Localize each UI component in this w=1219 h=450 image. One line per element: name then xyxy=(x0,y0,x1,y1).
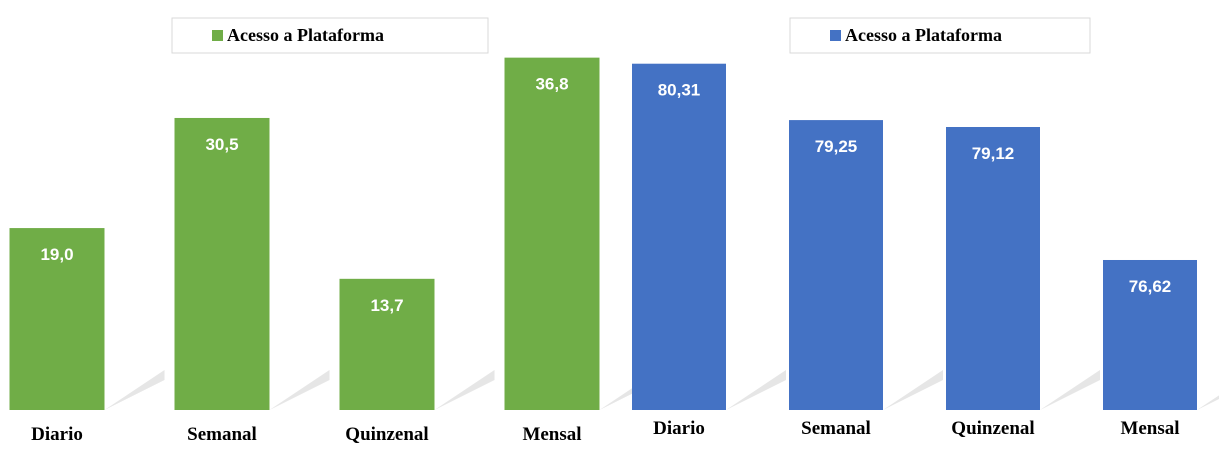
bar-shadow xyxy=(726,370,786,410)
value-label: 36,8 xyxy=(535,75,568,94)
bar-shadow xyxy=(883,370,943,410)
x-tick-label: Mensal xyxy=(1120,418,1179,439)
value-label: 79,12 xyxy=(972,144,1015,163)
value-label: 19,0 xyxy=(40,245,73,264)
x-tick-label: Mensal xyxy=(522,424,581,445)
legend-box xyxy=(171,17,489,54)
value-label: 80,31 xyxy=(658,81,701,100)
x-tick-label: Diario xyxy=(31,424,83,445)
bar xyxy=(632,63,726,411)
bar-shadow xyxy=(104,370,165,410)
bar xyxy=(504,57,600,410)
bar xyxy=(339,278,435,410)
value-label: 13,7 xyxy=(370,296,403,315)
bar-shadow xyxy=(269,370,330,410)
legend-swatch xyxy=(212,30,223,41)
x-tick-label: Semanal xyxy=(801,418,871,439)
bar xyxy=(789,120,883,411)
x-tick-label: Diario xyxy=(653,418,705,439)
bar xyxy=(9,228,105,410)
value-label: 79,25 xyxy=(815,137,858,156)
bar xyxy=(1103,259,1197,410)
legend-label: Acesso a Plataforma xyxy=(845,25,1002,45)
x-tick-label: Quinzenal xyxy=(345,424,428,445)
value-label: 30,5 xyxy=(205,135,238,154)
bar xyxy=(174,117,270,411)
bar-shadow xyxy=(1040,370,1100,410)
bar-shadow xyxy=(434,370,495,410)
bar xyxy=(946,127,1040,410)
x-tick-label: Quinzenal xyxy=(951,418,1034,439)
bar-shadow xyxy=(1197,395,1219,410)
legend-swatch xyxy=(830,30,841,41)
x-tick-label: Semanal xyxy=(187,424,257,445)
value-label: 76,62 xyxy=(1129,277,1172,296)
legend-label: Acesso a Plataforma xyxy=(227,25,384,45)
